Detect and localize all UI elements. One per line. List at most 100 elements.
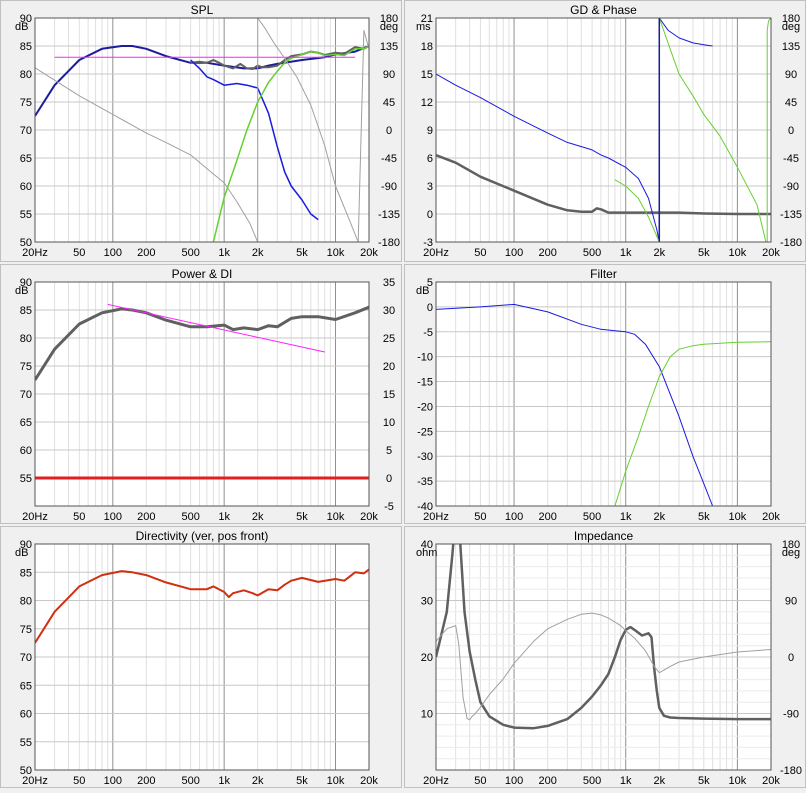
chart-title: Filter [590, 267, 617, 281]
y2-tick-label: -135 [780, 209, 802, 221]
series-line-1 [436, 18, 713, 242]
x-tick-label: 1k [218, 247, 230, 259]
y2-tick-label: -180 [780, 765, 802, 777]
y2-tick-label: -90 [381, 181, 397, 193]
chart-title: SPL [191, 3, 214, 17]
y2-tick-label: 0 [386, 125, 392, 137]
x-tick-label: 200 [137, 511, 155, 523]
y-tick-label: -3 [423, 237, 433, 249]
x-tick-label: 1k [620, 775, 632, 787]
x-tick-label: 20Hz [22, 247, 48, 259]
y-tick-label: 70 [20, 652, 32, 664]
x-tick-label: 500 [181, 511, 199, 523]
y-tick-label: 0 [427, 209, 433, 221]
y2-tick-label: 5 [386, 445, 392, 457]
plot-border [435, 543, 772, 771]
x-tick-label: 20k [360, 247, 378, 259]
x-tick-label: 5k [296, 511, 308, 523]
y2-tick-label: 180 [782, 539, 800, 551]
x-tick-label: 500 [583, 511, 601, 523]
series-group [35, 303, 369, 480]
chart-title: Impedance [574, 529, 634, 543]
y-tick-label: 85 [20, 41, 32, 53]
chart-title: Power & DI [172, 267, 233, 281]
y-tick-label: 9 [427, 125, 433, 137]
x-tick-label: 2k [654, 511, 666, 523]
x-tick-label: 2k [654, 775, 666, 787]
y-tick-label: 60 [20, 181, 32, 193]
x-tick-label: 100 [505, 775, 523, 787]
series-line-1 [436, 612, 771, 721]
x-tick-label: 500 [583, 775, 601, 787]
y-tick-label: 65 [20, 680, 32, 692]
x-tick-label: 50 [474, 247, 486, 259]
x-tick-label: 50 [73, 511, 85, 523]
x-tick-label: 1k [218, 511, 230, 523]
series-line-1 [614, 341, 771, 506]
x-tick-label: 1k [620, 247, 632, 259]
chart-gd_phase: GD & Phase 20Hz 50 100 200 500 1k 2k 5k 10k 20k -3 0… [404, 0, 806, 262]
y2-tick-label: -90 [783, 181, 799, 193]
series-line-1 [107, 303, 325, 353]
y-tick-label: 30 [421, 596, 433, 608]
y-tick-label: 70 [20, 389, 32, 401]
series-group [35, 568, 369, 644]
x-tick-label: 500 [181, 247, 199, 259]
series-group [436, 303, 771, 506]
series-line-0 [35, 568, 369, 644]
y2-tick-label: 35 [383, 277, 395, 289]
y-tick-label: 80 [20, 333, 32, 345]
x-tick-label: 100 [104, 775, 122, 787]
y-tick-label: -20 [417, 401, 433, 413]
x-tick-label: 20k [762, 247, 780, 259]
y-tick-label: 60 [20, 709, 32, 721]
series-line-3 [212, 45, 369, 242]
y-tick-label: -30 [417, 451, 433, 463]
x-tick-label: 20k [360, 775, 378, 787]
x-tick-label: 100 [505, 511, 523, 523]
y-tick-label: 85 [20, 567, 32, 579]
y2-tick-label: 180 [380, 13, 398, 25]
x-tick-label: 5k [296, 247, 308, 259]
y-tick-label: 40 [421, 539, 433, 551]
y-tick-label: 55 [20, 473, 32, 485]
x-tick-label: 50 [73, 775, 85, 787]
y-tick-label: -25 [417, 426, 433, 438]
y-tick-label: 15 [421, 69, 433, 81]
y2-tick-label: 15 [383, 389, 395, 401]
y-tick-label: 20 [421, 652, 433, 664]
plot-border [34, 17, 370, 243]
y-tick-label: 80 [20, 596, 32, 608]
x-tick-label: 20Hz [423, 247, 449, 259]
y2-tick-label: -45 [783, 153, 799, 165]
x-tick-label: 5k [698, 775, 710, 787]
x-tick-label: 2k [252, 247, 264, 259]
y2-tick-label: -135 [378, 209, 400, 221]
y-tick-label: 10 [421, 709, 433, 721]
x-tick-label: 20k [762, 775, 780, 787]
x-tick-label: 10k [327, 247, 345, 259]
y-tick-label: 90 [20, 539, 32, 551]
y2-tick-label: 20 [383, 361, 395, 373]
x-tick-label: 100 [104, 511, 122, 523]
y-tick-label: 3 [427, 181, 433, 193]
x-tick-label: 100 [505, 247, 523, 259]
y-axis-label: dB [416, 285, 429, 297]
x-tick-label: 100 [104, 247, 122, 259]
y-tick-label: -5 [423, 327, 433, 339]
y-axis-label: dB [15, 285, 28, 297]
series-line-1 [190, 45, 369, 70]
y-tick-label: 21 [421, 13, 433, 25]
x-tick-label: 5k [698, 511, 710, 523]
series-line-0 [436, 303, 714, 506]
x-tick-label: 500 [583, 247, 601, 259]
x-tick-label: 50 [73, 247, 85, 259]
y-tick-label: 65 [20, 417, 32, 429]
x-tick-label: 20k [360, 511, 378, 523]
y-tick-label: 90 [20, 13, 32, 25]
y2-axis-label: deg [782, 21, 800, 33]
plot-border [435, 17, 772, 243]
y-tick-label: 80 [20, 69, 32, 81]
